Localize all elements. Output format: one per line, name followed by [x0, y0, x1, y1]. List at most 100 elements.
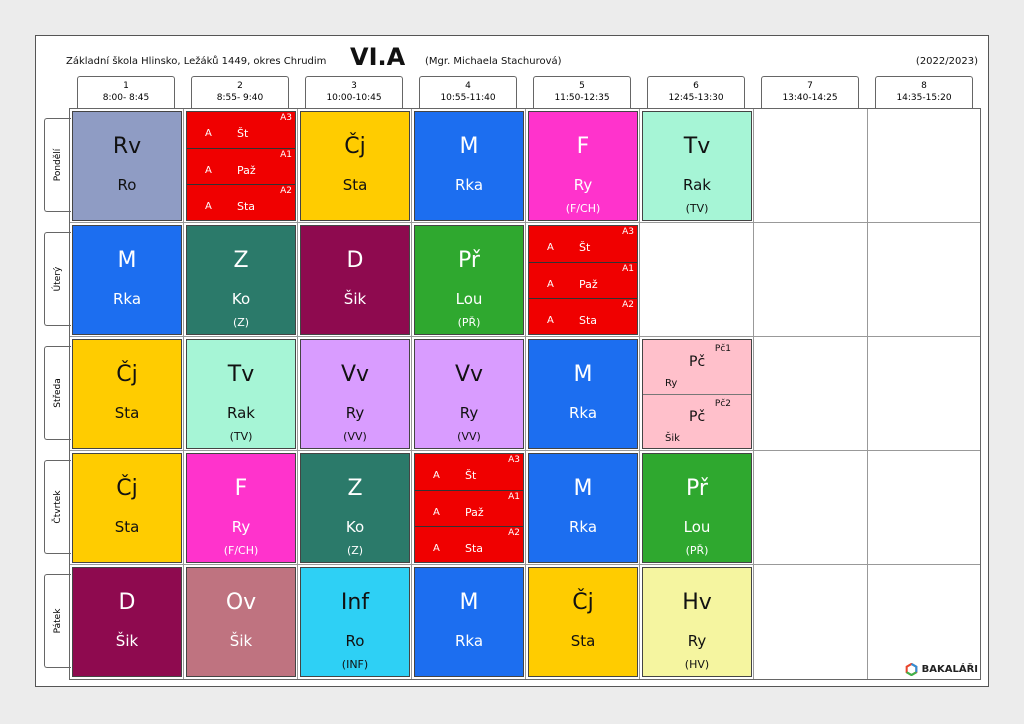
period-header: 5 11:50-12:35: [533, 76, 631, 108]
lesson-subject: M: [573, 476, 593, 501]
lesson-group: (HV): [684, 658, 710, 671]
lesson-teacher: Sta: [342, 176, 368, 194]
grid-row-line: [70, 450, 980, 451]
lesson-part: A3 A Št: [415, 454, 523, 488]
lesson-subject: Vv: [340, 362, 370, 387]
lesson-cell: F Ry (F/CH): [528, 111, 638, 221]
lesson-teacher: Rak: [683, 176, 711, 194]
lesson-cell: Př Lou (PŘ): [642, 453, 752, 563]
lesson-group: (VV): [343, 430, 367, 443]
school-name: Základní škola Hlinsko, Ležáků 1449, okr…: [66, 56, 327, 67]
day-name: Úterý: [53, 266, 63, 292]
lesson-part: A1 A Paž: [187, 148, 295, 182]
lesson-subject: F: [234, 476, 248, 501]
lesson-teacher: Ry: [459, 404, 479, 422]
lesson-subject: Čj: [116, 362, 138, 387]
lesson-cell: Tv Rak (TV): [186, 339, 296, 449]
lesson-teacher: Ry: [573, 176, 593, 194]
lesson-subject: Vv: [454, 362, 484, 387]
day-label: Pátek: [44, 574, 71, 668]
day-name: Čtvrtek: [53, 490, 63, 524]
period-time: 13:40-14:25: [782, 93, 838, 103]
lesson-teacher: Rka: [454, 632, 484, 650]
lesson-subject: Tv: [227, 362, 255, 387]
period-time: 11:50-12:35: [554, 93, 610, 103]
lesson-group: (PŘ): [685, 544, 709, 557]
lesson-cell: M Rka: [414, 111, 524, 221]
lesson-part: A2 A Sta: [187, 184, 295, 218]
lesson-teacher: Šik: [343, 290, 367, 308]
period-time: 10:55-11:40: [440, 93, 496, 103]
lesson-teacher: Ko: [345, 518, 365, 536]
part-teacher: Sta: [465, 542, 484, 555]
lesson-group: (Z): [232, 316, 250, 329]
grid-column-line: [297, 109, 298, 679]
lesson-subject: Př: [458, 248, 480, 273]
lesson-cell: Př Lou (PŘ): [414, 225, 524, 335]
lesson-group: (Z): [346, 544, 364, 557]
lesson-subject: M: [117, 248, 137, 273]
part-subject-code: A: [205, 201, 212, 212]
part-group-tag: A3: [280, 113, 292, 123]
lesson-teacher: Rak: [227, 404, 255, 422]
grid-column-line: [183, 109, 184, 679]
lesson-subject: Čj: [344, 134, 366, 159]
part-teacher: Sta: [579, 314, 598, 327]
lesson-cell: M Rka: [528, 453, 638, 563]
lesson-part: Pč1 Pč Ry: [643, 340, 751, 394]
day-name: Pondělí: [53, 148, 63, 182]
lesson-teacher: Lou: [455, 290, 483, 308]
part-subject-code: A: [433, 507, 440, 518]
bakalari-logo-icon: [905, 663, 917, 676]
period-number: 7: [807, 81, 813, 91]
class-name: VI.A: [350, 43, 406, 71]
period-number: 5: [579, 81, 585, 91]
grid-row-line: [70, 564, 980, 565]
lesson-cell: M Rka: [414, 567, 524, 677]
period-header: 4 10:55-11:40: [419, 76, 517, 108]
lesson-part: A1 A Paž: [415, 490, 523, 524]
day-label: Pondělí: [44, 118, 71, 212]
lesson-group: (INF): [341, 658, 369, 671]
period-header: 1 8:00- 8:45: [77, 76, 175, 108]
period-header: 8 14:35-15:20: [875, 76, 973, 108]
grid-column-line: [411, 109, 412, 679]
lesson-cell: Čj Sta: [72, 339, 182, 449]
class-teacher: (Mgr. Michaela Stachurová): [425, 56, 562, 67]
period-number: 3: [351, 81, 357, 91]
lesson-subject: Inf: [340, 590, 370, 615]
lesson-cell: D Šik: [300, 225, 410, 335]
lesson-part: A2 A Sta: [529, 298, 637, 332]
lesson-group: (TV): [685, 202, 709, 215]
lesson-group: (F/CH): [565, 202, 601, 215]
part-group-tag: A1: [508, 492, 520, 502]
day-label: Úterý: [44, 232, 71, 326]
lesson-group: (F/CH): [223, 544, 259, 557]
part-subject-code: A: [547, 279, 554, 290]
lesson-subject: Ov: [225, 590, 257, 615]
part-group-tag: A1: [622, 264, 634, 274]
lesson-cell: D Šik: [72, 567, 182, 677]
part-group-tag: Pč2: [714, 399, 731, 409]
part-group-tag: Pč1: [714, 344, 731, 354]
lesson-teacher: Rka: [568, 404, 598, 422]
lesson-cell: A3 A Št A1 A Paž A2 A Sta: [414, 453, 524, 563]
timetable-sheet: Základní škola Hlinsko, Ležáků 1449, okr…: [35, 35, 989, 687]
lesson-cell: A3 A Št A1 A Paž A2 A Sta: [186, 111, 296, 221]
period-time: 14:35-15:20: [896, 93, 952, 103]
lesson-teacher: Sta: [114, 518, 140, 536]
part-subject: Pč: [689, 354, 706, 370]
part-group-tag: A3: [508, 455, 520, 465]
lesson-subject: Hv: [682, 590, 712, 615]
lesson-cell: Vv Ry (VV): [414, 339, 524, 449]
lesson-teacher: Rka: [568, 518, 598, 536]
period-header: 3 10:00-10:45: [305, 76, 403, 108]
timetable-grid: Rv Ro A3 A Št A1 A Paž A2 A Sta Čj Sta M Rka F Ry (F/CH) T…: [69, 108, 981, 680]
period-number: 8: [921, 81, 927, 91]
lesson-teacher: Rka: [112, 290, 142, 308]
lesson-teacher: Ry: [687, 632, 707, 650]
part-subject-code: A: [205, 165, 212, 176]
grid-column-line: [639, 109, 640, 679]
part-subject-code: A: [433, 543, 440, 554]
lesson-teacher: Rka: [454, 176, 484, 194]
